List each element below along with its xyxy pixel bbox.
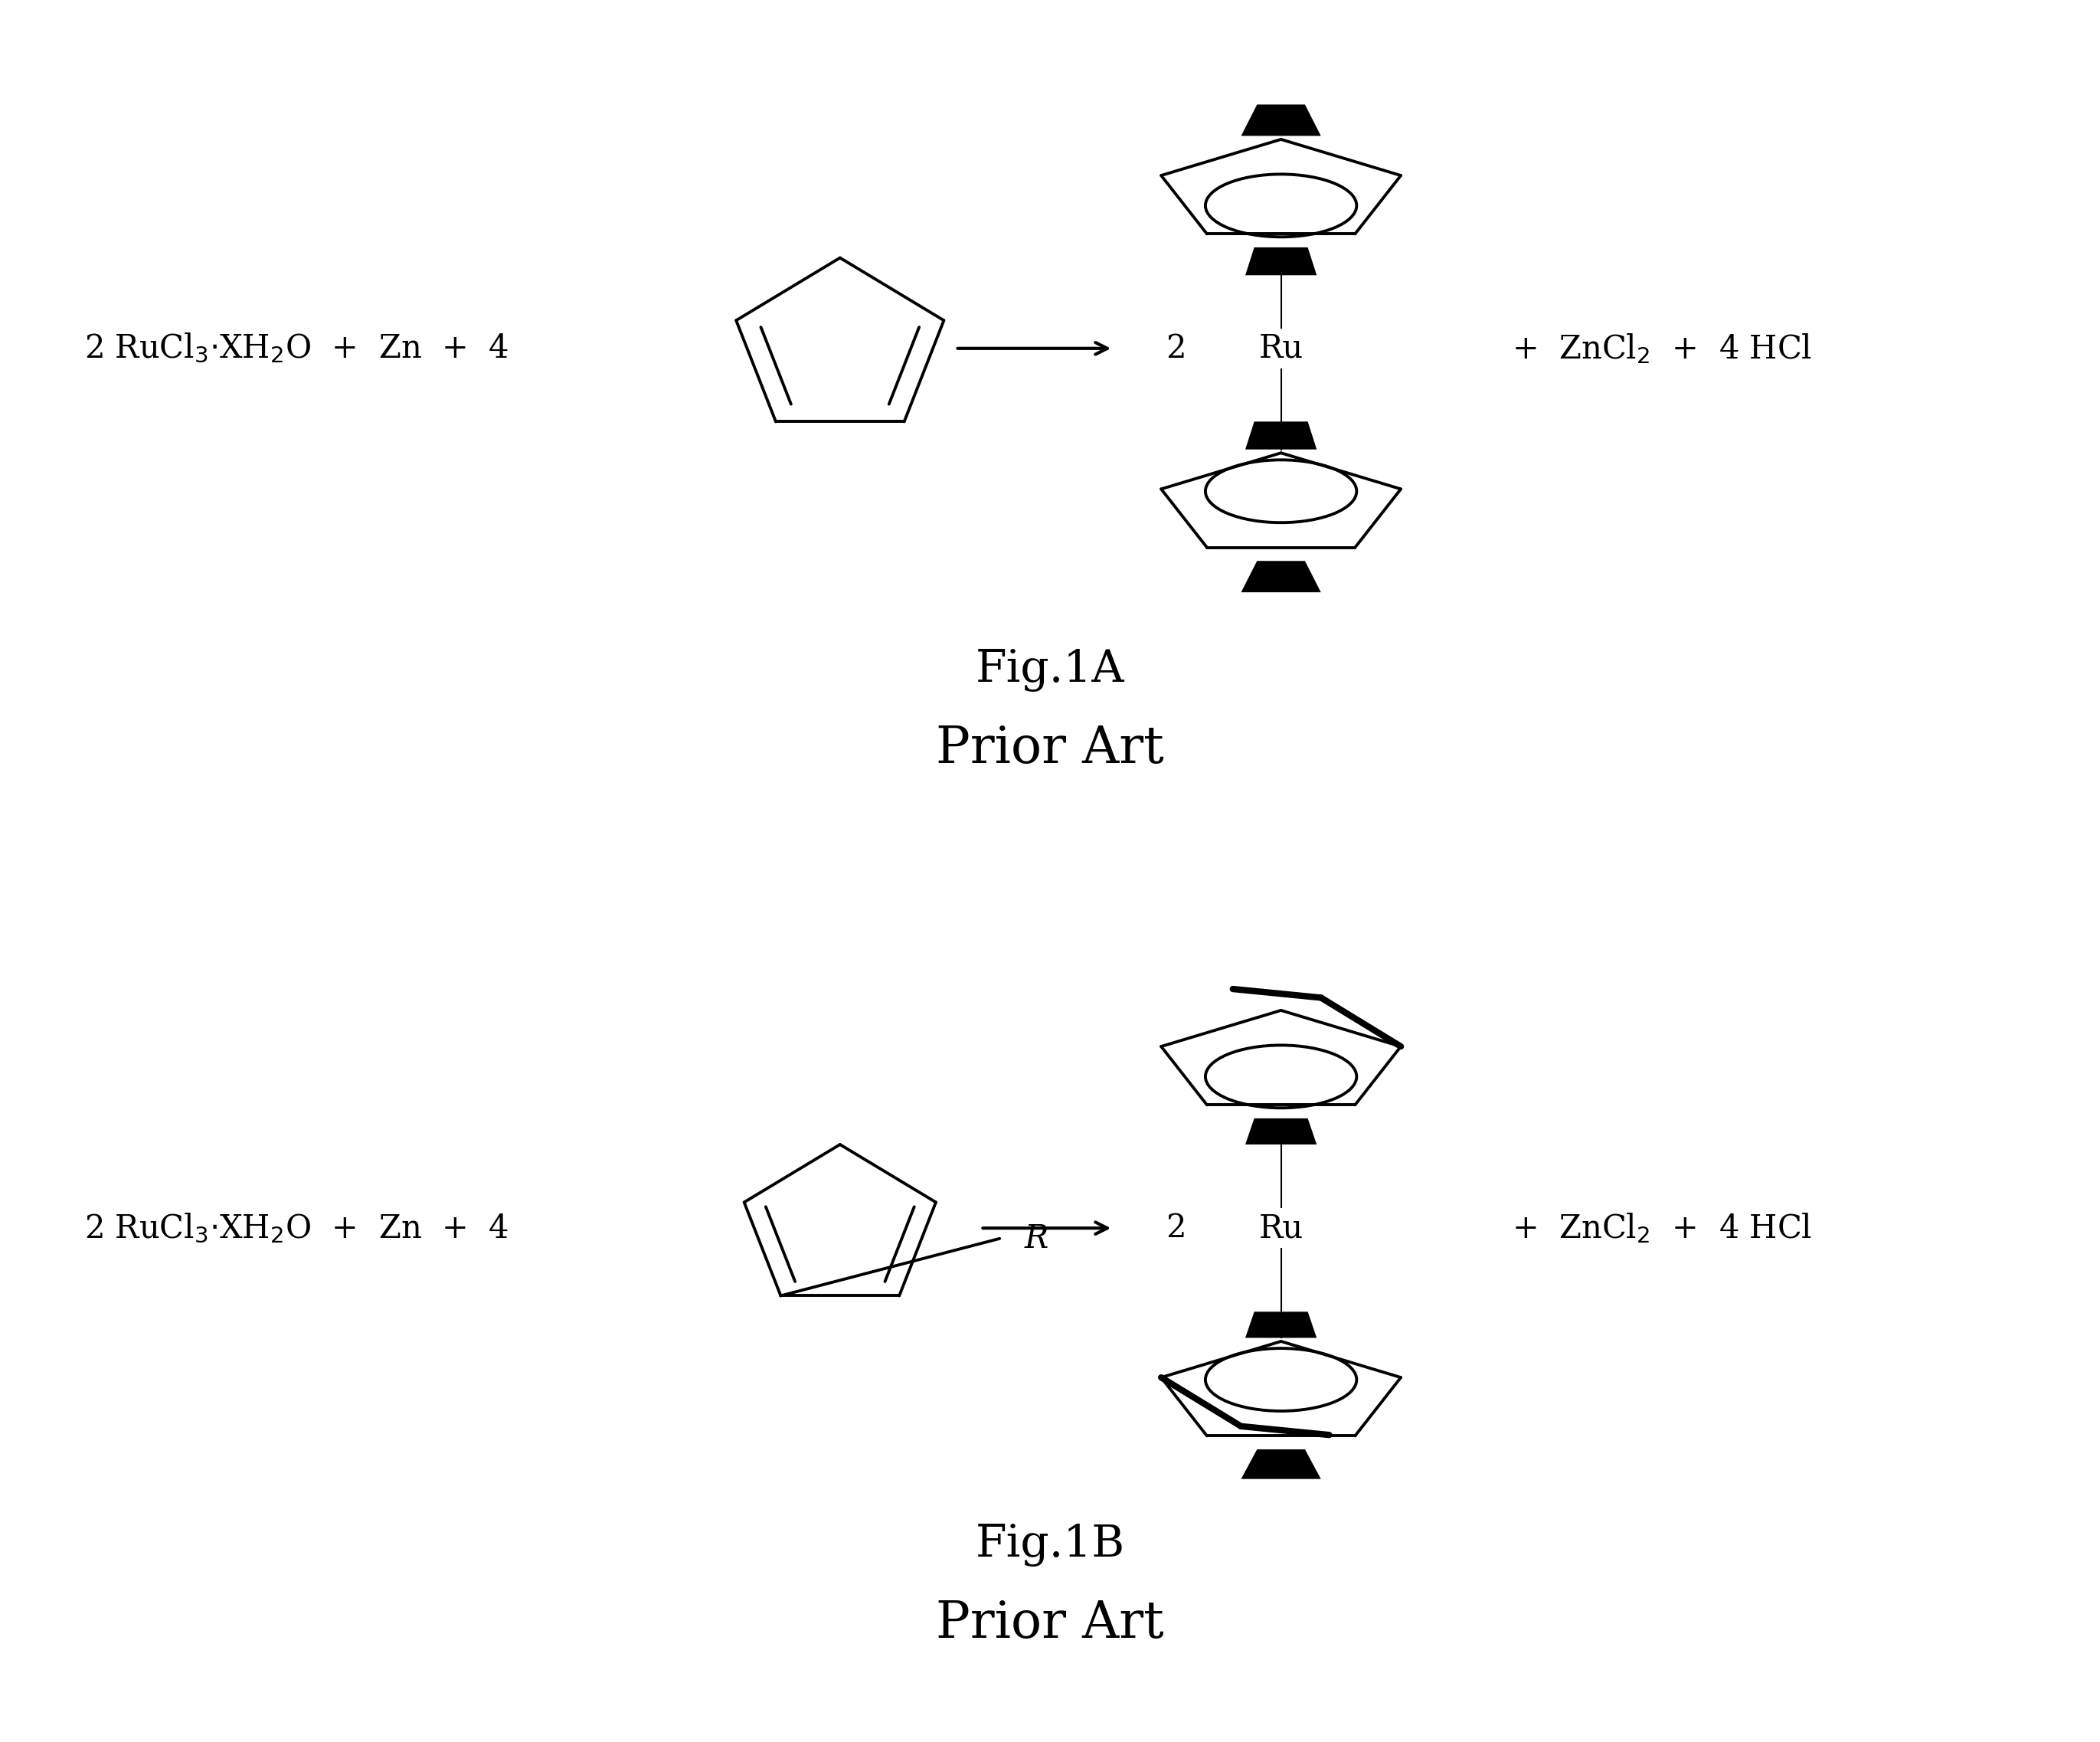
Text: Ru: Ru [1258, 1212, 1304, 1244]
Polygon shape [1245, 1312, 1317, 1338]
Polygon shape [1245, 1118, 1317, 1144]
Polygon shape [1241, 1449, 1321, 1479]
Text: +  ZnCl$_2$  +  4 HCl: + ZnCl$_2$ + 4 HCl [1512, 331, 1812, 366]
Text: 2: 2 [1166, 333, 1186, 364]
Text: 2: 2 [1166, 1212, 1186, 1244]
Text: Fig.1A: Fig.1A [976, 650, 1124, 692]
Text: Prior Art: Prior Art [937, 725, 1163, 773]
Text: Fig.1B: Fig.1B [974, 1524, 1126, 1566]
Text: 2 RuCl$_3$$\cdot$XH$_2$O  +  Zn  +  4: 2 RuCl$_3$$\cdot$XH$_2$O + Zn + 4 [84, 1212, 508, 1244]
Text: +  ZnCl$_2$  +  4 HCl: + ZnCl$_2$ + 4 HCl [1512, 1211, 1812, 1246]
Text: 2 RuCl$_3$$\cdot$XH$_2$O  +  Zn  +  4: 2 RuCl$_3$$\cdot$XH$_2$O + Zn + 4 [84, 333, 508, 364]
Polygon shape [1245, 422, 1317, 449]
Text: R: R [1025, 1223, 1048, 1254]
Polygon shape [1245, 247, 1317, 275]
Text: Prior Art: Prior Art [937, 1599, 1163, 1648]
Text: Ru: Ru [1258, 333, 1304, 364]
Polygon shape [1241, 105, 1321, 136]
Polygon shape [1241, 561, 1321, 592]
